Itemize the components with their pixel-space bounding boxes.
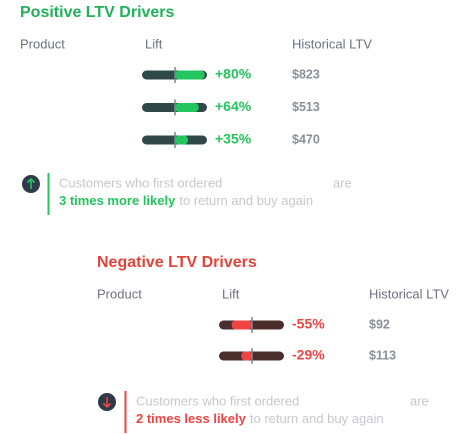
lift-bar bbox=[175, 70, 205, 80]
callout-text: are bbox=[333, 175, 352, 190]
lift-label: +35% bbox=[215, 131, 252, 147]
lift-label: +64% bbox=[215, 98, 252, 114]
lift-bar bbox=[175, 103, 199, 112]
lift-bar bbox=[231, 320, 252, 330]
historical-ltv: $92 bbox=[369, 317, 390, 331]
callout-emphasis: 3 times more likely bbox=[59, 193, 176, 208]
historical-ltv: $470 bbox=[292, 132, 320, 146]
callout-line: 3 times more likely to return and buy aga… bbox=[59, 193, 313, 208]
column-header: Lift bbox=[222, 286, 240, 301]
lift-label: -55% bbox=[292, 316, 325, 332]
callout-text: Customers who first ordered bbox=[59, 175, 222, 190]
callout-text: Customers who first ordered bbox=[136, 393, 299, 408]
lift-label: -29% bbox=[292, 347, 325, 363]
column-header: Lift bbox=[145, 36, 163, 51]
callout-text: to return and buy again bbox=[179, 193, 313, 208]
column-header: Historical LTV bbox=[292, 36, 372, 51]
callout-text: to return and buy again bbox=[250, 411, 384, 426]
column-header: Product bbox=[97, 286, 142, 301]
up-arrow bbox=[26, 177, 36, 189]
callout-line: 2 times less likely to return and buy aga… bbox=[136, 411, 384, 426]
down-arrow bbox=[102, 397, 112, 409]
lift-bar bbox=[241, 351, 252, 361]
section-title: Negative LTV Drivers bbox=[97, 254, 257, 271]
column-header: Historical LTV bbox=[369, 286, 449, 301]
lift-label: +80% bbox=[215, 66, 252, 82]
column-header: Product bbox=[20, 36, 65, 51]
historical-ltv: $823 bbox=[292, 67, 320, 81]
historical-ltv: $113 bbox=[369, 348, 396, 362]
section-title: Positive LTV Drivers bbox=[20, 4, 175, 21]
historical-ltv: $513 bbox=[292, 100, 320, 114]
callout-emphasis: 2 times less likely bbox=[136, 411, 247, 426]
callout-text: are bbox=[410, 393, 429, 408]
lift-bar bbox=[175, 135, 188, 145]
